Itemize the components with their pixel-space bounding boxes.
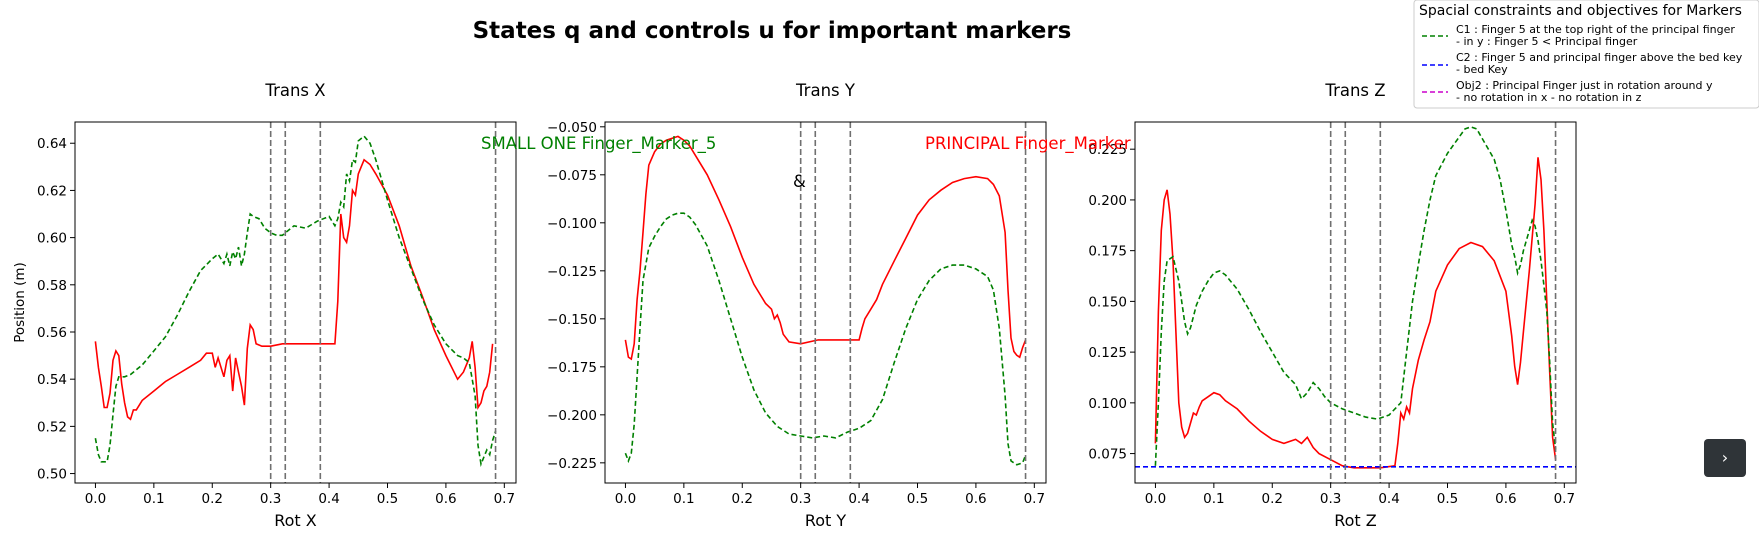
trans-x-xlabel: Rot X — [274, 511, 317, 530]
trans-y-ytick-label-3: −0.150 — [547, 312, 597, 328]
trans-z-xlabel: Rot Z — [1334, 511, 1377, 530]
trans-x-xtick-label-1: 0.1 — [143, 491, 164, 507]
trans-x-series-0 — [94, 158, 494, 421]
trans-y-ytick-label-7: −0.050 — [547, 120, 597, 136]
trans-y-title: Trans Y — [795, 81, 856, 100]
trans-x-ytick-label-3: 0.56 — [37, 325, 67, 341]
legend-entry-obj2: Obj2 : Principal Finger just in rotation… — [1422, 79, 1713, 104]
trans-z-xtick-label-7: 0.7 — [1554, 491, 1575, 507]
trans-z-xtick-label-5: 0.5 — [1437, 491, 1458, 507]
trans-y-xtick-label-5: 0.5 — [907, 491, 928, 507]
annotation-small-finger: SMALL ONE Finger_Marker_5 — [481, 134, 716, 154]
annotation-principal-finger: PRINCIPAL Finger_Marker — [925, 134, 1131, 154]
trans-x-ytick-label-4: 0.58 — [37, 278, 67, 294]
legend-label-c2-line2: - bed Key — [1456, 63, 1508, 76]
trans-z-series-1 — [1154, 126, 1557, 466]
panel-trans-x: 0.0 0.1 0.2 0.3 0.4 0.5 0.6 0.7 0.50 0.52 0.54 0.56… — [12, 81, 517, 530]
trans-z-axes-frame — [1134, 121, 1577, 484]
trans-z-ytick-label-3: 0.150 — [1088, 294, 1127, 310]
trans-y-xtick-label-7: 0.7 — [1024, 491, 1045, 507]
trans-x-title: Trans X — [264, 81, 325, 100]
trans-x-xtick-label-2: 0.2 — [202, 491, 223, 507]
trans-y-xtick-label-0: 0.0 — [615, 491, 636, 507]
figure-title: States q and controls u for important ma… — [473, 18, 1072, 44]
trans-y-ytick-label-6: −0.075 — [547, 168, 597, 184]
trans-x-ytick-label-5: 0.60 — [37, 231, 67, 247]
trans-z-xtick-label-0: 0.0 — [1145, 491, 1166, 507]
trans-x-ytick-label-0: 0.50 — [37, 467, 67, 483]
trans-x-xtick-label-5: 0.5 — [377, 491, 398, 507]
trans-x-series-1 — [94, 135, 497, 468]
trans-z-xtick-label-2: 0.2 — [1262, 491, 1283, 507]
legend-label-obj2-line2: - no rotation in x - no rotation in z — [1456, 91, 1642, 104]
trans-y-xlabel: Rot Y — [805, 511, 847, 530]
trans-z-ytick-label-0: 0.075 — [1088, 447, 1127, 463]
trans-y-series-0 — [624, 135, 1027, 361]
trans-z-ytick-label-1: 0.100 — [1088, 396, 1127, 412]
trans-x-xtick-label-0: 0.0 — [85, 491, 106, 507]
trans-x-ytick-label-2: 0.54 — [37, 372, 67, 388]
next-button[interactable]: › — [1704, 439, 1746, 477]
panel-trans-z: 0.0 0.1 0.2 0.3 0.4 0.5 0.6 0.7 0.075 0.100 0.125 0… — [1088, 81, 1577, 530]
legend-entry-c2: C2 : Finger 5 and principal finger above… — [1422, 51, 1743, 76]
legend-title: Spacial constraints and objectives for M… — [1419, 3, 1742, 19]
legend-label-c1-line1: C1 : Finger 5 at the top right of the pr… — [1456, 23, 1735, 36]
trans-z-ytick-label-5: 0.200 — [1088, 193, 1127, 209]
trans-x-axes-frame — [74, 121, 517, 484]
annotation-ampersand: & — [793, 172, 806, 191]
trans-x-ytick-label-6: 0.62 — [37, 183, 67, 199]
trans-z-xtick-label-6: 0.6 — [1495, 491, 1516, 507]
trans-y-axes-frame — [604, 121, 1047, 484]
trans-y-xtick-label-4: 0.4 — [848, 491, 869, 507]
trans-y-xtick-label-2: 0.2 — [732, 491, 753, 507]
legend-entry-c1: C1 : Finger 5 at the top right of the pr… — [1422, 23, 1735, 48]
legend: Spacial constraints and objectives for M… — [1413, 0, 1759, 109]
trans-y-ytick-label-0: −0.225 — [547, 456, 597, 472]
trans-y-xtick-label-1: 0.1 — [673, 491, 694, 507]
trans-z-ytick-label-2: 0.125 — [1088, 345, 1127, 361]
trans-x-ytick-label-7: 0.64 — [37, 136, 67, 152]
trans-z-title: Trans Z — [1324, 81, 1385, 100]
trans-z-xtick-label-1: 0.1 — [1203, 491, 1224, 507]
legend-label-c1-line2: - in y : Finger 5 < Principal finger — [1456, 35, 1638, 48]
trans-x-ylabel: Position (m) — [12, 262, 28, 343]
legend-label-obj2-line1: Obj2 : Principal Finger just in rotation… — [1456, 79, 1713, 92]
trans-y-xtick-label-3: 0.3 — [790, 491, 811, 507]
trans-y-xtick-label-6: 0.6 — [965, 491, 986, 507]
trans-y-ytick-label-5: −0.100 — [547, 216, 597, 232]
panel-trans-y: 0.0 0.1 0.2 0.3 0.4 0.5 0.6 0.7 −0.225 −0.200 −0.1… — [547, 81, 1047, 530]
legend-label-c2-line1: C2 : Finger 5 and principal finger above… — [1456, 51, 1743, 64]
trans-x-ytick-label-1: 0.52 — [37, 419, 67, 435]
trans-x-xtick-label-3: 0.3 — [260, 491, 281, 507]
trans-y-ytick-label-1: −0.200 — [547, 408, 597, 424]
trans-z-ytick-label-4: 0.175 — [1088, 244, 1127, 260]
trans-z-series-0 — [1154, 157, 1557, 469]
trans-y-ytick-label-4: −0.125 — [547, 264, 597, 280]
legend-frame — [1413, 0, 1759, 109]
trans-x-xtick-label-4: 0.4 — [318, 491, 339, 507]
trans-x-xtick-label-6: 0.6 — [435, 491, 456, 507]
trans-z-xtick-label-4: 0.4 — [1378, 491, 1399, 507]
trans-y-ytick-label-2: −0.175 — [547, 360, 597, 376]
trans-z-xtick-label-3: 0.3 — [1320, 491, 1341, 507]
trans-z-ytick-label-6: 0.225 — [1088, 142, 1127, 158]
trans-x-xtick-label-7: 0.7 — [494, 491, 515, 507]
trans-y-series-1 — [624, 212, 1027, 466]
